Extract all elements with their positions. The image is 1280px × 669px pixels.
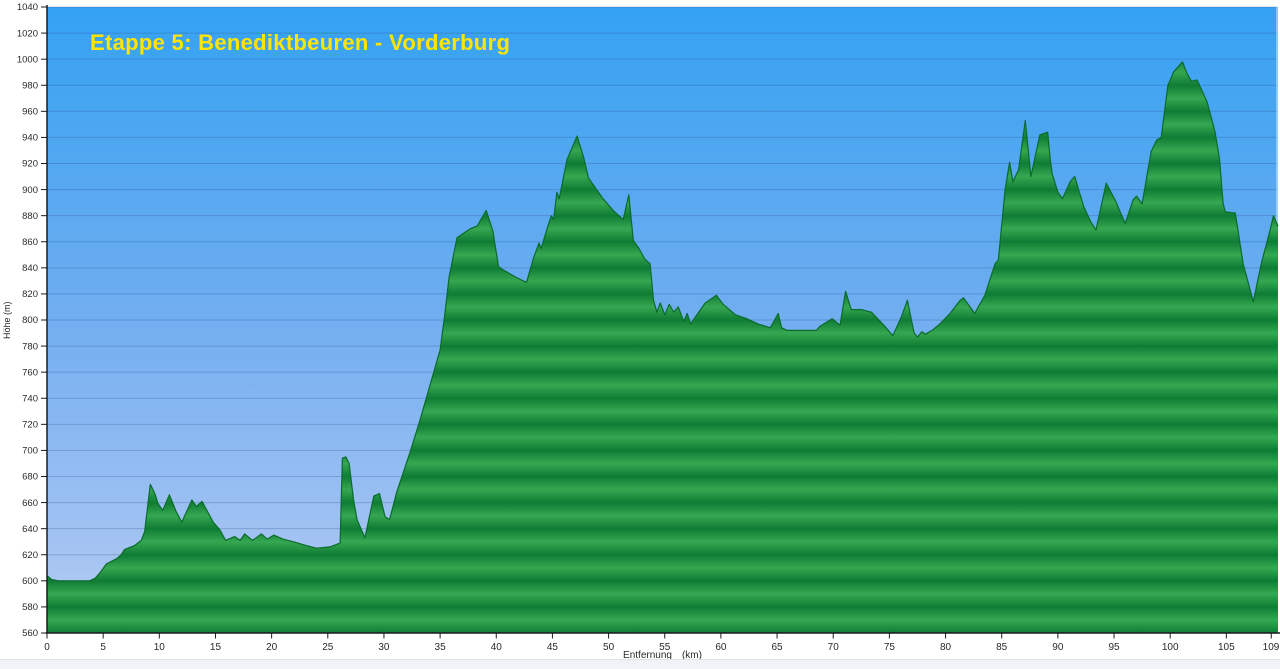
x-tick-label: 0 <box>44 642 50 653</box>
y-tick-label: 900 <box>22 185 38 196</box>
x-tick-label: 40 <box>491 642 503 653</box>
x-tick-label: 95 <box>1108 642 1120 653</box>
y-tick-label: 880 <box>22 211 38 222</box>
y-tick-label: 760 <box>22 367 38 378</box>
bottom-bar <box>0 659 1280 669</box>
x-tick-label: 10 <box>154 642 166 653</box>
x-tick-label: 50 <box>603 642 615 653</box>
x-tick-label: 100 <box>1162 642 1179 653</box>
y-tick-label: 960 <box>22 107 38 118</box>
y-tick-label: 860 <box>22 237 38 248</box>
y-tick-label: 780 <box>22 341 38 352</box>
y-tick-label: 580 <box>22 602 38 613</box>
x-tick-label: 105 <box>1218 642 1235 653</box>
x-axis-title-text: Entfernung <box>623 650 672 661</box>
y-tick-label: 940 <box>22 133 38 144</box>
x-tick-label: 75 <box>884 642 896 653</box>
y-tick-label: 800 <box>22 315 38 326</box>
y-tick-label: 600 <box>22 576 38 587</box>
x-tick-label: 109 <box>1263 642 1280 653</box>
y-tick-label: 700 <box>22 446 38 457</box>
x-tick-label: 30 <box>378 642 390 653</box>
x-tick-label: 70 <box>828 642 840 653</box>
y-tick-label: 640 <box>22 524 38 535</box>
y-tick-label: 840 <box>22 263 38 274</box>
x-tick-label: 55 <box>659 642 671 653</box>
y-tick-label: 820 <box>22 289 38 300</box>
x-tick-label: 15 <box>210 642 222 653</box>
x-tick-label: 90 <box>1052 642 1064 653</box>
y-tick-label: 660 <box>22 498 38 509</box>
y-tick-label: 680 <box>22 472 38 483</box>
y-tick-label: 720 <box>22 420 38 431</box>
elevation-outline <box>46 61 1279 582</box>
y-tick-label: 980 <box>22 80 38 91</box>
y-tick-label: 560 <box>22 628 38 639</box>
y-tick-label: 740 <box>22 393 38 404</box>
y-tick-label: 620 <box>22 550 38 561</box>
x-tick-label: 60 <box>715 642 727 653</box>
x-tick-label: 80 <box>940 642 952 653</box>
y-tick-label: 1020 <box>17 28 38 39</box>
x-tick-label: 25 <box>322 642 334 653</box>
x-tick-label: 85 <box>996 642 1008 653</box>
y-tick-label: 1000 <box>17 54 38 65</box>
x-axis-title-unit: (km) <box>681 650 702 661</box>
x-tick-label: 45 <box>547 642 559 653</box>
x-axis-title: Entfernung (km) <box>47 650 1278 661</box>
x-tick-label: 65 <box>772 642 784 653</box>
y-axis-title: Höhe (m) <box>2 301 12 339</box>
x-tick-label: 5 <box>100 642 106 653</box>
y-tick-label: 1040 <box>17 2 38 13</box>
x-tick-label: 35 <box>435 642 447 653</box>
chart-title: Etappe 5: Benediktbeuren - Vorderburg <box>90 30 511 55</box>
x-tick-label: 20 <box>266 642 278 653</box>
y-tick-label: 920 <box>22 159 38 170</box>
elevation-area <box>47 61 1278 634</box>
